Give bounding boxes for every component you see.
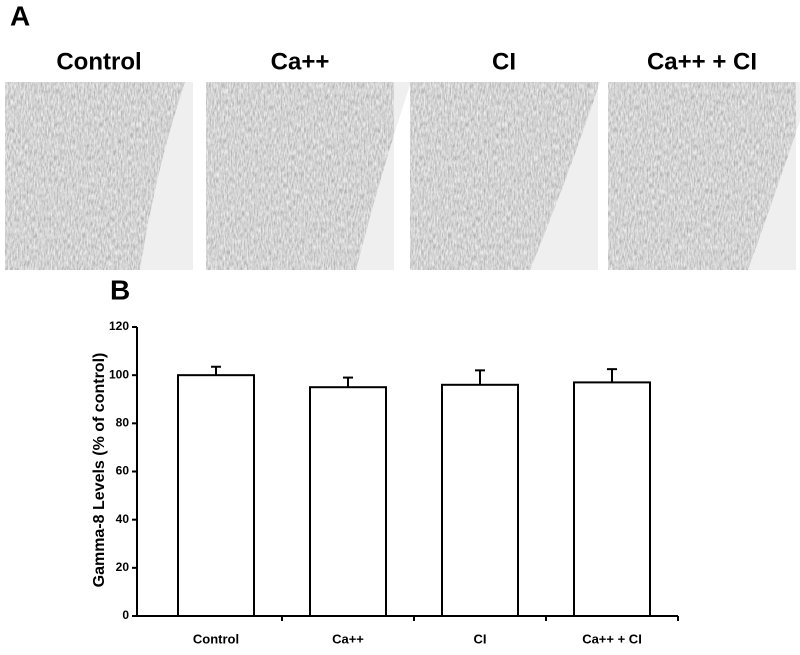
y-tick-label: 0 (122, 608, 129, 622)
error-bar (475, 369, 485, 385)
micrograph-background (748, 82, 800, 270)
image-title: CI (492, 48, 516, 75)
micrograph-background (140, 82, 193, 270)
y-tick-label: 80 (116, 416, 130, 430)
y-tick-label: 60 (116, 464, 130, 478)
x-tick-label: Ca++ + CI (582, 631, 642, 646)
bar (177, 374, 255, 617)
y-tick-label: 40 (116, 512, 130, 526)
micrograph-background (530, 82, 600, 270)
bar (309, 386, 387, 618)
panel-label: A (10, 0, 30, 31)
y-tick-label: 100 (109, 367, 129, 381)
error-bar (343, 376, 353, 388)
y-tick-label: 120 (109, 319, 129, 333)
image-title: Control (56, 48, 141, 75)
micrograph (206, 82, 394, 270)
image-title: Ca++ (271, 48, 330, 75)
y-axis-label: Gamma-8 Levels (% of control) (91, 353, 108, 588)
x-tick-label: Ca++ (332, 631, 364, 646)
bar (441, 383, 519, 617)
bar (573, 381, 651, 617)
panel-label: B (110, 274, 130, 305)
x-tick-label: Control (193, 631, 239, 646)
micrograph-background (356, 82, 411, 270)
x-tick-label: CI (474, 631, 487, 646)
image-title: Ca++ + CI (647, 48, 757, 75)
error-bar (211, 365, 221, 376)
error-bar (607, 368, 617, 383)
y-tick-label: 20 (116, 560, 130, 574)
